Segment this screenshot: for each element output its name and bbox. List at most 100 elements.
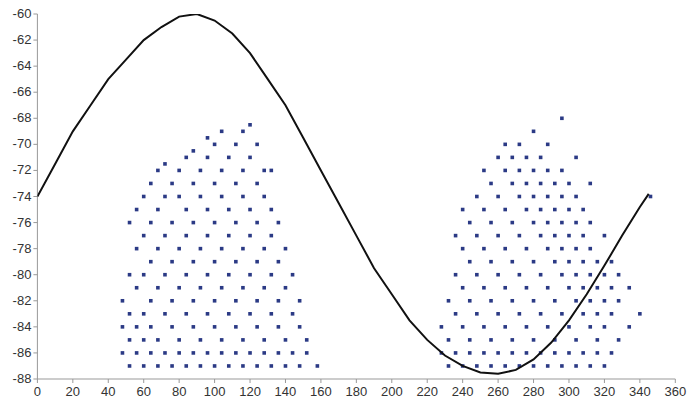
point [560, 169, 564, 173]
point [482, 286, 486, 290]
point [192, 182, 196, 186]
point [496, 351, 500, 355]
point [206, 312, 210, 316]
point [248, 234, 252, 238]
tick-mark [37, 379, 38, 383]
tick-mark [33, 14, 37, 15]
point [468, 338, 472, 342]
point [213, 260, 217, 264]
point [262, 351, 266, 355]
tick-label: 160 [310, 384, 332, 399]
tick-label: -70 [13, 136, 32, 151]
point [510, 338, 514, 342]
tick-label: 360 [664, 384, 686, 399]
point [596, 312, 600, 316]
point [532, 338, 536, 342]
point [163, 162, 167, 166]
point [149, 351, 153, 355]
point [503, 247, 507, 251]
point [199, 338, 203, 342]
point [588, 247, 592, 251]
point [277, 351, 281, 355]
point [627, 286, 631, 290]
point [121, 351, 125, 355]
point [546, 221, 550, 225]
point [588, 221, 592, 225]
tick-label: 0 [34, 384, 41, 399]
point [518, 195, 522, 199]
point [510, 351, 514, 355]
point [539, 234, 543, 238]
point [248, 312, 252, 316]
point [170, 299, 174, 303]
point [206, 208, 210, 212]
point [121, 299, 125, 303]
point [255, 221, 259, 225]
point [525, 247, 529, 251]
tick-mark [33, 66, 37, 67]
point [546, 169, 550, 173]
point [581, 286, 585, 290]
point [475, 234, 479, 238]
point [170, 364, 174, 368]
point [149, 325, 153, 329]
point [468, 260, 472, 264]
point [255, 143, 259, 147]
tick-mark [33, 118, 37, 119]
tick-mark [533, 379, 534, 383]
point [248, 273, 252, 277]
point [170, 325, 174, 329]
point [489, 364, 493, 368]
tick-mark [33, 274, 37, 275]
point [567, 234, 571, 238]
point [567, 325, 571, 329]
tick-mark [427, 379, 428, 383]
point [454, 312, 458, 316]
point [149, 299, 153, 303]
point [496, 312, 500, 316]
point [163, 273, 167, 277]
tick-label: -88 [13, 371, 32, 386]
point [588, 364, 592, 368]
point [170, 221, 174, 225]
point [241, 169, 245, 173]
point [510, 182, 514, 186]
point [510, 156, 514, 160]
point [532, 130, 536, 134]
point [503, 143, 507, 147]
point [560, 116, 564, 120]
point [596, 286, 600, 290]
point [170, 260, 174, 264]
point [291, 351, 295, 355]
point [553, 182, 557, 186]
point [177, 338, 181, 342]
point [567, 286, 571, 290]
tick-mark [33, 222, 37, 223]
point [199, 286, 203, 290]
point [482, 247, 486, 251]
point [525, 208, 529, 212]
tick-mark [639, 379, 640, 383]
point [588, 299, 592, 303]
point [227, 312, 231, 316]
point [610, 351, 614, 355]
point [574, 364, 578, 368]
point [192, 325, 196, 329]
point [234, 221, 238, 225]
point [588, 325, 592, 329]
point [525, 286, 529, 290]
point [510, 260, 514, 264]
point [574, 247, 578, 251]
point [149, 182, 153, 186]
point [574, 299, 578, 303]
point [163, 234, 167, 238]
tick-mark [250, 379, 251, 383]
point [284, 247, 288, 251]
point [269, 312, 273, 316]
point [489, 182, 493, 186]
point [142, 312, 146, 316]
point [156, 364, 160, 368]
tick-mark [285, 379, 286, 383]
point [269, 234, 273, 238]
point [553, 351, 557, 355]
